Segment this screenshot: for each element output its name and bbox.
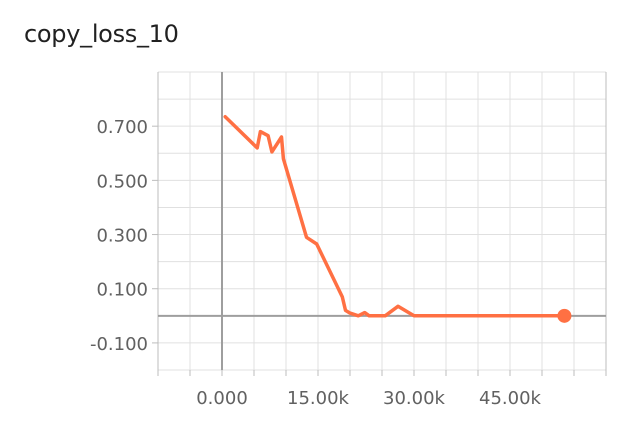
series-line (223, 114, 567, 318)
x-tick-label: 45.00k (479, 388, 542, 409)
chart-title: copy_loss_10 (24, 20, 179, 48)
y-tick-label: 0.500 (96, 171, 148, 192)
x-tick-label: 0.000 (196, 388, 248, 409)
y-tick-label: 0.100 (96, 280, 148, 301)
tick-labels: 0.700 0.500 0.300 0.100 -0.100 0.000 15.00k 30.… (90, 117, 607, 409)
y-tick-label: 0.300 (96, 226, 148, 247)
y-tick-label: -0.100 (90, 334, 148, 355)
series-layer (223, 114, 572, 323)
x-tick-label: 15.00k (287, 388, 350, 409)
y-tick-label: 0.700 (96, 117, 148, 138)
x-tick-label: 30.00k (383, 388, 446, 409)
last-point-marker (557, 308, 572, 323)
